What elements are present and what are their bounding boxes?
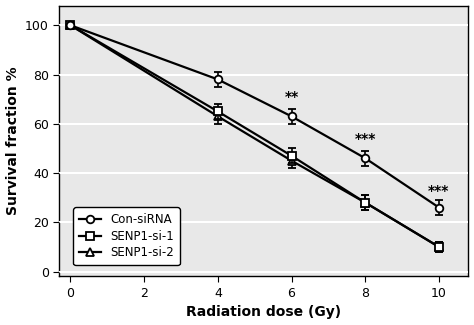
Legend: Con-siRNA, SENP1-si-1, SENP1-si-2: Con-siRNA, SENP1-si-1, SENP1-si-2 <box>73 207 180 265</box>
Y-axis label: Survival fraction %: Survival fraction % <box>6 67 19 215</box>
Text: ***: *** <box>428 184 450 198</box>
X-axis label: Radiation dose (Gy): Radiation dose (Gy) <box>186 306 341 319</box>
Text: ***: *** <box>355 132 376 146</box>
Text: **: ** <box>284 90 299 104</box>
